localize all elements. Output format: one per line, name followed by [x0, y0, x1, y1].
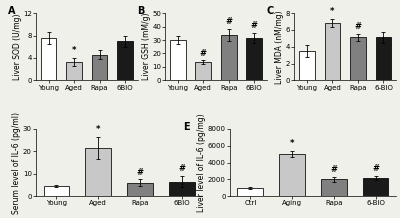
Y-axis label: Liver level of IL-6 (pg/mg): Liver level of IL-6 (pg/mg)	[197, 113, 206, 212]
Text: *: *	[72, 46, 76, 55]
Bar	[127, 183, 153, 196]
Bar	[237, 188, 263, 196]
Bar	[41, 38, 56, 80]
Bar	[66, 62, 82, 80]
Text: #: #	[372, 164, 379, 173]
Text: *: *	[290, 139, 294, 148]
Text: #: #	[251, 21, 258, 30]
Text: E: E	[183, 122, 190, 132]
Bar	[85, 148, 111, 196]
Bar	[324, 23, 340, 80]
Text: *: *	[96, 125, 100, 134]
Bar	[92, 54, 108, 80]
Y-axis label: Liver SOD (U/mg): Liver SOD (U/mg)	[12, 14, 22, 80]
Y-axis label: Serum level of IL-6 (pg/ml): Serum level of IL-6 (pg/ml)	[12, 112, 22, 214]
Bar	[299, 51, 315, 80]
Bar	[44, 186, 70, 196]
Text: #: #	[225, 17, 232, 26]
Text: #: #	[178, 164, 185, 173]
Text: A: A	[8, 6, 15, 16]
Bar	[246, 38, 262, 80]
Bar	[376, 37, 391, 80]
Bar	[362, 178, 388, 196]
Bar	[170, 40, 186, 80]
Text: C: C	[266, 6, 273, 16]
Bar	[279, 154, 305, 196]
Bar	[321, 179, 347, 196]
Bar	[195, 62, 211, 80]
Bar	[221, 35, 237, 80]
Y-axis label: Liver MDA (nM/mg): Liver MDA (nM/mg)	[276, 10, 284, 83]
Text: #: #	[354, 22, 362, 31]
Text: B: B	[137, 6, 144, 16]
Y-axis label: Liver GSH (mM/g): Liver GSH (mM/g)	[142, 13, 151, 80]
Bar	[117, 41, 133, 80]
Bar	[169, 182, 195, 196]
Text: #: #	[330, 165, 337, 174]
Text: #: #	[200, 49, 207, 58]
Bar	[350, 37, 366, 80]
Text: #: #	[136, 168, 144, 177]
Text: *: *	[330, 7, 335, 16]
